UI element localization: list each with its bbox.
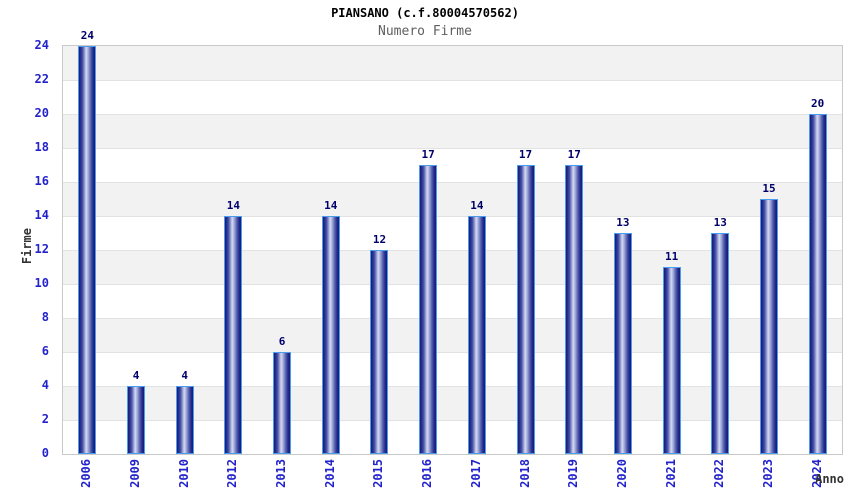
- bar-2010: [175, 386, 194, 454]
- y-tick-label: 4: [41, 378, 49, 392]
- x-tick-label: 2015: [371, 459, 386, 488]
- y-tick-label: 16: [34, 174, 49, 188]
- bar-2014: [321, 216, 340, 454]
- plot-area: 24 4 4 14 6 14 12 17 14 17 17 13 11 13 15 20: [62, 30, 843, 455]
- x-tick-label: 2010: [176, 459, 191, 488]
- grid-line: [63, 318, 842, 319]
- bar-value-label: 13: [616, 216, 630, 229]
- bar-value-label: 13: [713, 216, 727, 229]
- y-tick-label: 22: [34, 72, 49, 86]
- plot-band: [63, 148, 842, 182]
- x-tick-label: 2020: [614, 459, 629, 488]
- x-tick-label: 2013: [274, 459, 289, 488]
- x-tick-label: 2014: [322, 459, 337, 488]
- bar-2023: [759, 199, 778, 454]
- bar-value-label: 17: [518, 148, 533, 161]
- plot-band: [63, 80, 842, 114]
- x-tick-label: 2018: [517, 459, 532, 488]
- y-tick-label: 2: [41, 412, 49, 426]
- grid-line: [63, 80, 842, 81]
- plot-band: [63, 182, 842, 216]
- bar-2024: [808, 114, 827, 454]
- grid-line: [63, 352, 842, 353]
- bar-2012: [224, 216, 243, 454]
- chart-subtitle: Numero Firme: [378, 24, 472, 39]
- bar-2006: [78, 46, 97, 454]
- bar-value-label: 6: [278, 335, 286, 348]
- grid-line: [63, 182, 842, 183]
- bar-2018: [516, 165, 535, 454]
- bar-value-label: 17: [567, 148, 581, 161]
- bar-value-label: 17: [421, 148, 435, 161]
- x-tick-label: 2017: [468, 459, 483, 488]
- y-tick-label: 10: [34, 276, 49, 290]
- bar-value-label: 4: [181, 369, 189, 382]
- x-tick-label: 2019: [566, 459, 581, 488]
- grid-line: [63, 250, 842, 251]
- bar-value-label: 11: [664, 250, 679, 263]
- plot-band: [63, 46, 842, 80]
- bar-2022: [711, 233, 730, 454]
- y-tick-label: 18: [34, 140, 49, 154]
- x-tick-label: 2009: [128, 459, 143, 488]
- y-tick-label: 24: [34, 38, 49, 52]
- grid-line: [63, 148, 842, 149]
- bar-value-label: 12: [372, 233, 387, 246]
- bar-value-label: 14: [226, 199, 241, 212]
- x-axis-title: Anno: [815, 472, 844, 486]
- bar-value-label: 15: [762, 182, 776, 195]
- grid-line: [63, 386, 842, 387]
- x-tick-label: 2012: [225, 459, 240, 488]
- bar-value-label: 4: [132, 369, 140, 382]
- bar-2009: [127, 386, 146, 454]
- bar-value-label: 24: [80, 29, 94, 42]
- x-tick-label: 2023: [760, 459, 775, 488]
- x-tick-label: 2022: [712, 459, 727, 488]
- plot-band: [63, 114, 842, 148]
- y-tick-label: 20: [34, 106, 49, 120]
- y-tick-label: 14: [34, 208, 49, 222]
- bar-value-label: 20: [811, 97, 825, 110]
- grid-line: [63, 284, 842, 285]
- x-axis: 2006 2009 2010 2012 2013 2014 2015 2016 2017 2018…: [62, 459, 843, 499]
- x-tick-label: 2021: [663, 459, 678, 488]
- y-tick-label: 12: [34, 242, 49, 256]
- y-tick-label: 6: [41, 344, 49, 358]
- bar-2015: [370, 250, 389, 454]
- y-tick-label: 8: [41, 310, 49, 324]
- grid-line: [63, 420, 842, 421]
- bar-2016: [419, 165, 438, 454]
- bar-value-label: 14: [324, 199, 338, 212]
- y-axis: 0 2 4 6 8 10 12 14 16 18 20 22 24: [0, 39, 56, 459]
- x-tick-label: 2016: [420, 459, 435, 488]
- grid-line: [63, 114, 842, 115]
- bar-2013: [273, 352, 292, 454]
- chart-title: PIANSANO (c.f.80004570562): [331, 6, 519, 20]
- bar-2020: [613, 233, 632, 454]
- bar-value-label: 14: [470, 199, 484, 212]
- bar-2019: [565, 165, 584, 454]
- grid-line: [63, 216, 842, 217]
- bar-2017: [467, 216, 486, 454]
- y-tick-label: 0: [41, 446, 49, 460]
- bar-2021: [662, 267, 681, 454]
- x-tick-label: 2006: [79, 459, 94, 488]
